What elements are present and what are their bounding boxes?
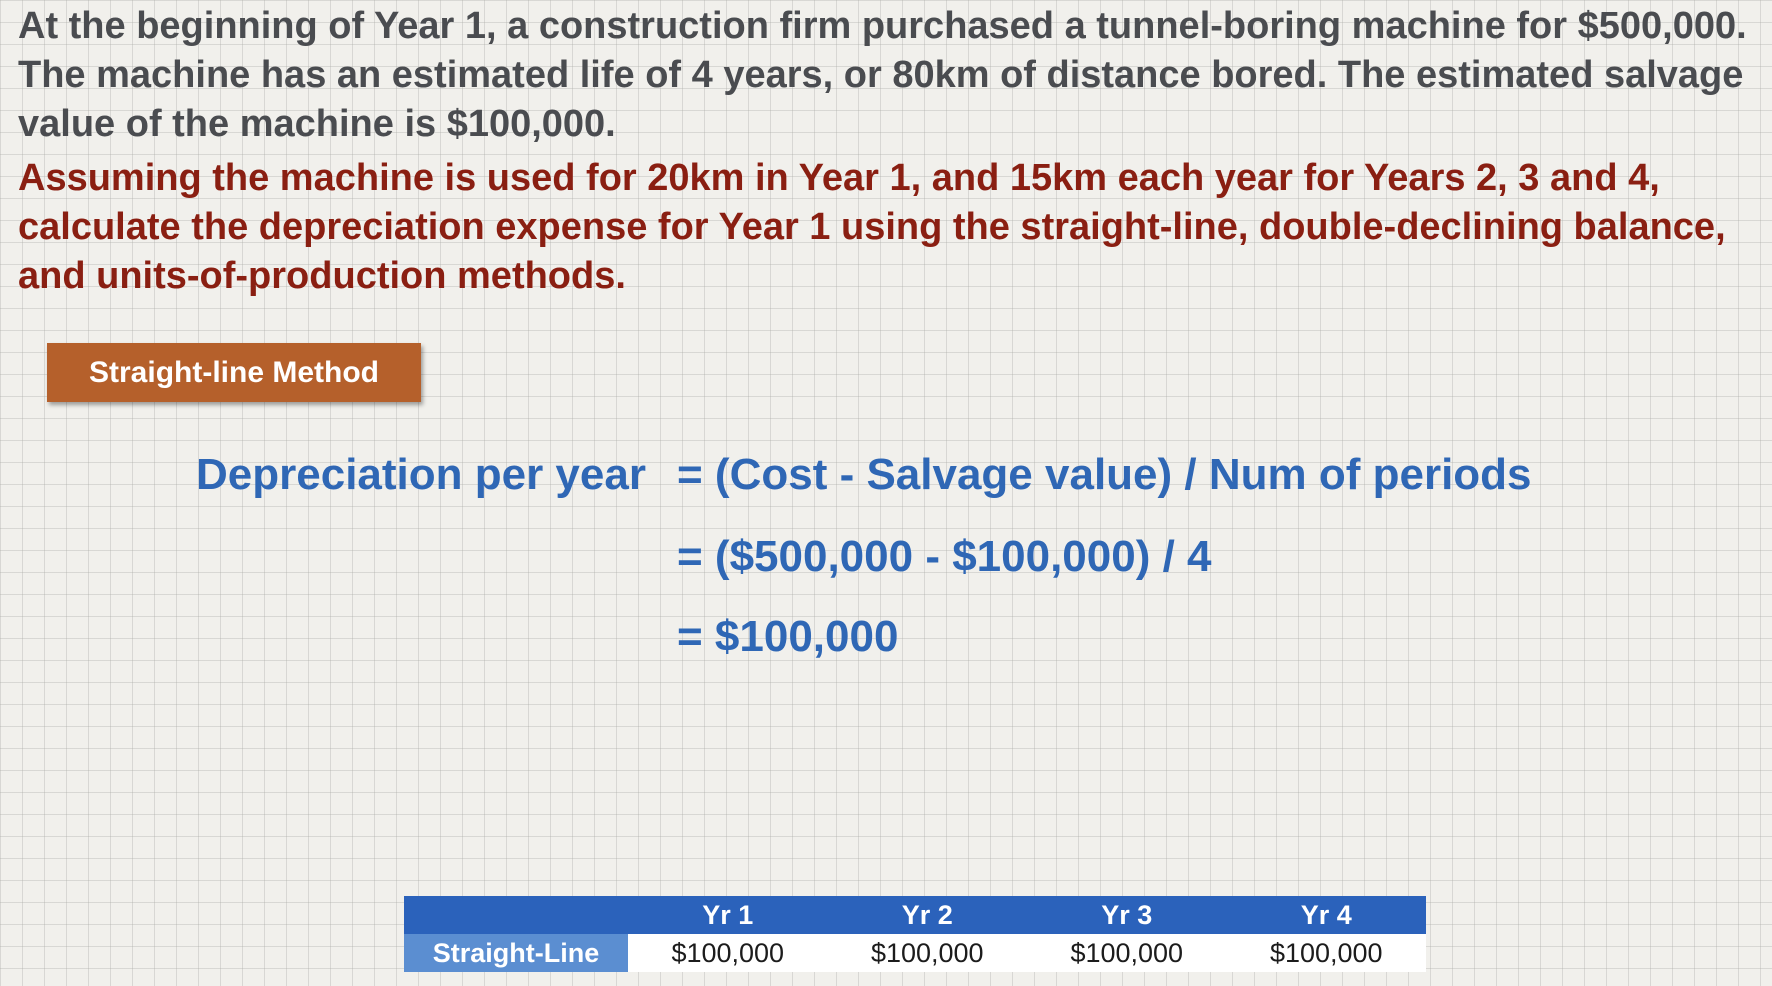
- table-corner-cell: [404, 896, 628, 934]
- column-header-yr-2: Yr 2: [827, 896, 1027, 934]
- column-header-yr-1: Yr 1: [628, 896, 828, 934]
- depreciation-table: Yr 1 Yr 2 Yr 3 Yr 4 Straight-Line $100,0…: [404, 896, 1426, 972]
- row-label-straight-line: Straight-Line: [404, 934, 628, 972]
- formula-line-3: = $100,000: [677, 612, 899, 661]
- table-row: Straight-Line $100,000 $100,000 $100,000…: [404, 934, 1426, 972]
- cell-yr-3: $100,000: [1027, 934, 1227, 972]
- cell-yr-1: $100,000: [628, 934, 828, 972]
- formula-label: Depreciation per year: [196, 450, 646, 499]
- formula-line-2: = ($500,000 - $100,000) / 4: [677, 532, 1212, 581]
- cell-yr-2: $100,000: [827, 934, 1027, 972]
- problem-statement: At the beginning of Year 1, a constructi…: [18, 5, 1747, 145]
- method-badge: Straight-line Method: [47, 343, 421, 402]
- table-header-row: Yr 1 Yr 2 Yr 3 Yr 4: [404, 896, 1426, 934]
- column-header-yr-3: Yr 3: [1027, 896, 1227, 934]
- formula-line-1: = (Cost - Salvage value) / Num of period…: [677, 450, 1532, 499]
- question-prompt: Assuming the machine is used for 20km in…: [18, 157, 1726, 297]
- column-header-yr-4: Yr 4: [1226, 896, 1426, 934]
- cell-yr-4: $100,000: [1226, 934, 1426, 972]
